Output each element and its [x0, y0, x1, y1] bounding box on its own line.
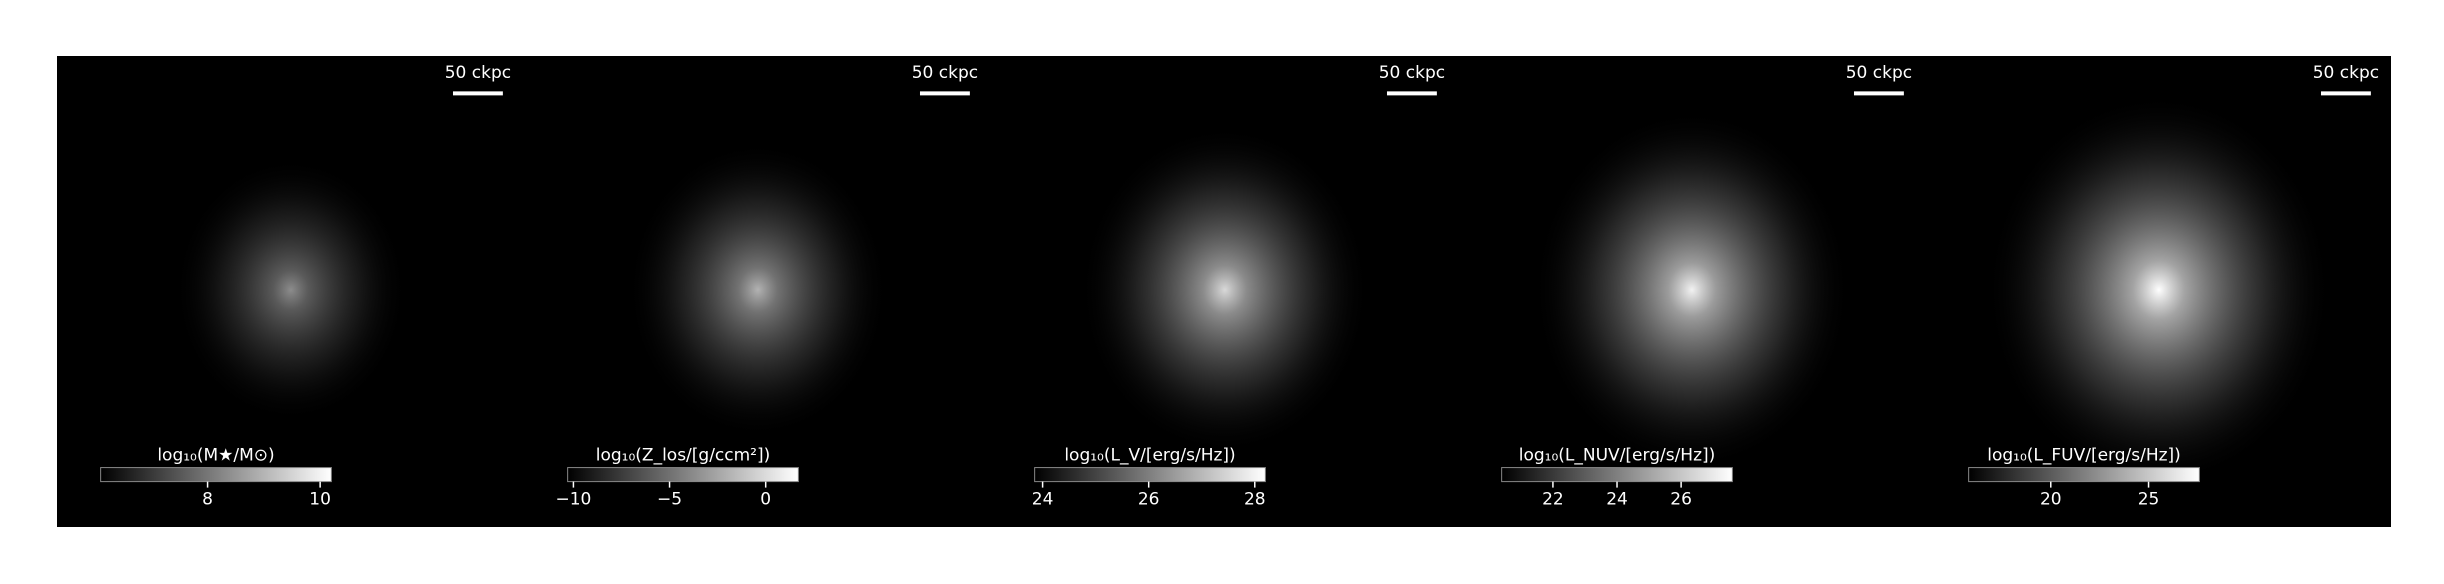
colorbar-tick-label: −10 [555, 490, 591, 510]
colorbar-tick-label: 8 [202, 490, 213, 510]
colorbar-tick-label: 26 [1670, 490, 1692, 510]
colorbar-tick-label: 26 [1138, 490, 1160, 510]
colorbar-label: log₁₀(M★/M⊙) [157, 446, 274, 466]
scalebar-label: 50 ckpc [445, 63, 511, 83]
galaxy-glow [1532, 109, 1851, 471]
colorbar-label: log₁₀(L_FUV/[erg/s/Hz]) [1987, 446, 2181, 466]
scalebar-label: 50 ckpc [2313, 63, 2379, 83]
colorbar [1501, 467, 1733, 483]
colorbar-tick-label: 28 [1244, 490, 1266, 510]
colorbar-tick-label: −5 [657, 490, 682, 510]
colorbar-tick-label: 20 [2040, 490, 2062, 510]
scalebar-label: 50 ckpc [912, 63, 978, 83]
colorbar-label: log₁₀(L_NUV/[erg/s/Hz]) [1519, 446, 1716, 466]
colorbar [1034, 467, 1266, 483]
galaxy-glow [1985, 93, 2332, 486]
galaxy-glow [1079, 125, 1370, 455]
colorbar-tick-label: 24 [1606, 490, 1628, 510]
colorbar-tick-label: 10 [309, 490, 331, 510]
scalebar-label: 50 ckpc [1379, 63, 1445, 83]
colorbar-tick-label: 25 [2138, 490, 2160, 510]
colorbar-tick-label: 22 [1542, 490, 1564, 510]
colorbar-label: log₁₀(Z_los/[g/ccm²]) [596, 446, 771, 466]
colorbar [1968, 467, 2200, 483]
galaxy-glow [626, 141, 889, 439]
colorbar [567, 467, 799, 483]
colorbar-tick-label: 0 [760, 490, 771, 510]
colorbar-label: log₁₀(L_V/[erg/s/Hz]) [1064, 446, 1235, 466]
galaxy-glow [173, 157, 408, 423]
scalebar-label: 50 ckpc [1846, 63, 1912, 83]
colorbar-tick-label: 24 [1032, 490, 1054, 510]
colorbar [100, 467, 332, 483]
